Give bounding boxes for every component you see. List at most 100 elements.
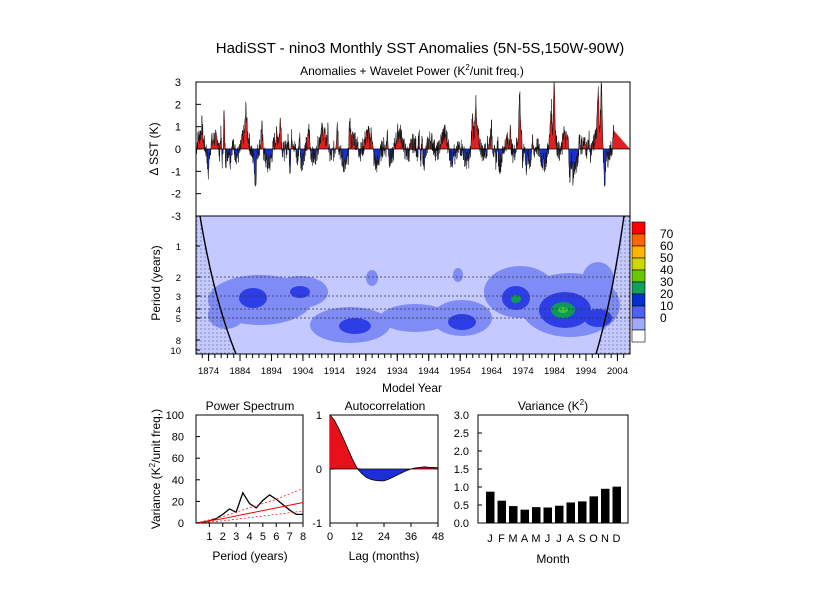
wavelet-y-tick-label: 4	[176, 305, 181, 316]
colorbar-label: 10	[660, 299, 674, 313]
variance-axes: 0.0 0.5 1.0 1.5 2.0 2.5 3.0	[454, 410, 482, 530]
coi-left-line	[199, 216, 237, 354]
spectrum-x-tick-label: 6	[273, 531, 279, 543]
wavelet-panel: 1 2 3 45 810 1874 1884 1894 1904 1914 1924 1934 194…	[149, 215, 631, 395]
autocorrelation-y-tick-label: 1	[316, 410, 322, 422]
period-reference-lines	[196, 276, 630, 319]
variance-month-label: J	[487, 533, 493, 545]
spectrum-lines	[195, 488, 304, 524]
sst-anomaly-panel: 3 2 1 0 -1 -2 -3 Δ SST (K)	[147, 77, 631, 223]
variance-month-label: M	[531, 533, 540, 545]
wavelet-x-tick-label: 1954	[450, 366, 471, 377]
variance-y-tick-label: 0.5	[454, 500, 469, 512]
spectrum-x-label: Period (years)	[212, 549, 287, 563]
sst-y-tick-label: -1	[171, 166, 181, 178]
variance-bar	[520, 509, 529, 523]
variance-bar	[555, 505, 564, 523]
sst-anomaly-fills	[195, 81, 630, 187]
wavelet-x-tick-label: 1914	[324, 366, 345, 377]
colorbar-swatch	[631, 317, 646, 331]
colorbar-label: 50	[660, 251, 674, 265]
spectrum-x-tick-label: 5	[260, 531, 266, 543]
spectrum-title: Power Spectrum	[206, 399, 295, 413]
sst-y-tick-label: -2	[171, 189, 181, 201]
sst-y-label: Δ SST (K)	[147, 122, 161, 175]
sst-y-tick-label: 3	[175, 77, 181, 89]
autocorrelation-x-tick-label: 0	[327, 531, 333, 543]
figure-subtitle: Anomalies + Wavelet Power (K2/unit freq.…	[300, 63, 524, 78]
wavelet-x-tick-label: 1894	[261, 366, 282, 377]
autocorrelation-x-tick-label: 12	[351, 531, 363, 543]
wavelet-x-tick-label: 1984	[544, 366, 565, 377]
variance-bar	[589, 496, 598, 523]
autocorrelation-x-tick-label: 36	[405, 531, 417, 543]
wavelet-x-tick-label: 1874	[198, 366, 219, 377]
variance-bar	[532, 507, 541, 523]
spectrum-y-tick-label: 80	[172, 432, 184, 444]
spectrum-frame	[195, 414, 304, 524]
sst-y-tick-label: 1	[175, 122, 181, 134]
colorbar-label: 30	[660, 275, 674, 289]
sst-y-tick-label: 0	[175, 144, 181, 156]
spectrum-x-tick-label: 7	[287, 531, 293, 543]
variance-bar	[566, 502, 575, 523]
variance-bar	[601, 488, 610, 523]
wavelet-x-tick-label: 1934	[387, 366, 408, 377]
wavelet-y-tick-label: 3	[176, 292, 181, 303]
wavelet-contours-40	[558, 307, 568, 313]
autocorrelation-title: Autocorrelation	[345, 399, 426, 413]
spectrum-y-label: Variance (K2/unit freq.)	[148, 409, 163, 529]
spectrum-y-tick-label: 60	[172, 453, 184, 465]
sst-y-tick-label: 2	[175, 99, 181, 111]
variance-y-tick-label: 1.5	[454, 464, 469, 476]
variance-bar	[509, 506, 518, 523]
spectrum-x-tick-label: 2	[220, 531, 226, 543]
wavelet-frame	[195, 215, 631, 355]
wavelet-y-tick-label: 5	[176, 314, 181, 325]
variance-month-label: J	[545, 533, 551, 545]
variance-bar	[578, 501, 587, 523]
wavelet-x-axis: 1874 1884 1894 1904 1914 1924 1934 1944 1954 1964…	[198, 354, 628, 377]
variance-month-label: N	[601, 533, 609, 545]
colorbar-swatch	[631, 245, 646, 259]
wavelet-x-label: Model Year	[382, 381, 442, 395]
sst-anomaly-line	[195, 81, 615, 187]
wavelet-y-tick-label: 8	[176, 336, 181, 347]
colorbar-swatch	[631, 305, 646, 319]
variance-month-label: D	[613, 533, 621, 545]
colorbar-label: 40	[660, 263, 674, 277]
spectrum-series-confidence-lower	[195, 510, 304, 524]
variance-month-label: S	[578, 533, 585, 545]
variance-bar	[486, 491, 495, 523]
spectrum-x-tick-label: 4	[246, 531, 252, 543]
variance-y-tick-label: 0.0	[454, 518, 469, 530]
variance-y-tick-label: 1.0	[454, 482, 469, 494]
coi-right-line	[595, 216, 625, 354]
spectrum-y-tick-label: 0	[178, 518, 184, 530]
colorbar-label: 0	[660, 311, 667, 325]
spectrum-y-tick-label: 20	[172, 496, 184, 508]
autocorrelation-positive-fill	[330, 415, 438, 469]
colorbar-swatch	[631, 221, 646, 235]
variance-month-label: O	[589, 533, 598, 545]
colorbar-swatch	[631, 257, 646, 271]
wavelet-x-tick-label: 1974	[513, 366, 534, 377]
autocorrelation-y-tick-label: -1	[312, 518, 322, 530]
colorbar-swatch	[631, 233, 646, 247]
wavelet-y-label: Period (years)	[149, 245, 163, 320]
spectrum-series-red-noise	[195, 501, 304, 524]
autocorrelation-axes: 1 0 -1 0 12 24 36 48	[312, 410, 444, 543]
spectrum-series-confidence-upper	[195, 488, 304, 524]
autocorrelation-x-label: Lag (months)	[349, 549, 420, 563]
autocorrelation-negative-fill	[330, 469, 438, 481]
colorbar-swatch	[631, 329, 646, 343]
wavelet-x-tick-label: 2004	[607, 366, 628, 377]
wavelet-x-tick-label: 1924	[355, 366, 376, 377]
spectrum-axes: 0 20 40 60 80 100 1 2 3 4 5 6 7 8	[166, 410, 306, 543]
colorbar-swatch	[631, 281, 646, 295]
variance-month-label: A	[521, 533, 529, 545]
variance-bar	[612, 486, 621, 523]
